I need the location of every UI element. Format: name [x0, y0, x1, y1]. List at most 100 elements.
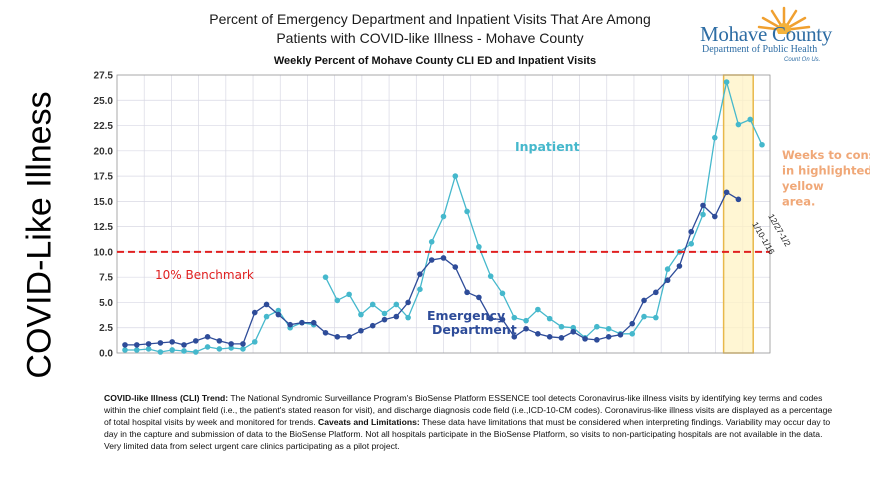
data-point [181, 348, 187, 354]
data-point [358, 311, 364, 318]
data-point [228, 345, 234, 351]
data-point [723, 79, 730, 85]
data-point [641, 313, 647, 320]
data-point [287, 321, 293, 328]
y-tick-label: 22.5 [94, 121, 114, 132]
data-point [145, 341, 152, 347]
data-point [464, 289, 470, 296]
footnote-lead: COVID-like Illness (CLI) Trend: [104, 393, 229, 403]
data-point [641, 297, 647, 304]
data-point [452, 264, 459, 270]
data-point [369, 322, 376, 329]
data-point [499, 316, 506, 323]
data-point [452, 173, 459, 179]
data-point [228, 341, 234, 347]
y-tick-label: 2.5 [99, 323, 113, 334]
title-line-1: Percent of Emergency Department and Inpa… [209, 11, 651, 27]
data-point [169, 339, 175, 345]
data-point [735, 196, 742, 203]
data-point [346, 291, 352, 298]
data-point [570, 328, 577, 335]
data-point [629, 320, 636, 327]
data-point [240, 341, 246, 347]
highlight-note-line: in highlighted [782, 164, 870, 178]
data-point [546, 334, 553, 340]
line-chart: 0.0 2.5 5.0 7.5 10.0 12.5 15.0 17.5 20.0 22.5 25.0… [94, 71, 870, 360]
data-point [169, 347, 175, 353]
data-point [216, 338, 223, 344]
data-point [393, 313, 400, 320]
data-point [204, 344, 211, 350]
data-point [664, 266, 671, 272]
data-point [381, 316, 388, 323]
chart-main-title: Percent of Emergency Department and Inpa… [150, 10, 710, 48]
data-point [440, 255, 447, 261]
highlight-note-line: Weeks to consider [782, 148, 870, 162]
data-point [263, 301, 270, 308]
title-line-2: Patients with COVID-like Illness - Mohav… [276, 30, 584, 46]
data-point [133, 347, 140, 353]
data-point [664, 277, 671, 284]
ed-series-label-line2: Department [432, 322, 517, 337]
data-point [346, 334, 352, 340]
data-point [440, 213, 447, 220]
data-point [712, 134, 718, 141]
data-point [558, 323, 565, 330]
footnote: COVID-like Illness (CLI) Trend: The Nati… [104, 392, 834, 452]
data-point [688, 241, 695, 247]
sun-icon [757, 6, 811, 34]
data-point [759, 141, 765, 148]
data-point [381, 310, 388, 317]
data-point [476, 244, 482, 250]
data-point [487, 315, 494, 322]
benchmark-label: 10% Benchmark [155, 268, 254, 282]
ed-series-label: Emergency [427, 308, 505, 323]
highlight-band [722, 74, 754, 354]
highlight-note-line: yellow [782, 179, 824, 193]
data-point [594, 337, 600, 343]
footnote-body-1: The National Syndromic Surveillance Prog… [104, 393, 833, 428]
data-point [653, 289, 659, 296]
data-point [204, 334, 211, 340]
data-point [546, 315, 553, 322]
data-point [476, 294, 482, 301]
data-point [417, 271, 423, 277]
data-point [594, 323, 600, 330]
data-point [464, 208, 470, 215]
data-point [700, 202, 706, 209]
data-point [629, 330, 636, 337]
data-point [428, 257, 435, 263]
data-point [275, 307, 282, 314]
y-tick-label: 10.0 [94, 247, 114, 258]
data-point [299, 319, 305, 326]
data-point [511, 334, 518, 340]
data-point [405, 299, 411, 306]
logo-tagline: Count On Us. [784, 57, 821, 63]
data-point [369, 301, 376, 308]
data-point [181, 342, 187, 348]
data-point [122, 347, 128, 353]
data-point [723, 189, 730, 196]
county-logo: Mohave County Department of Public Healt… [696, 4, 846, 68]
data-point [358, 327, 364, 334]
y-tick-label: 5.0 [99, 298, 113, 309]
data-point [322, 274, 329, 280]
data-point [535, 330, 541, 337]
footnote-body-2: These data have limitations that must be… [104, 417, 831, 452]
y-tick-label: 15.0 [94, 197, 114, 208]
data-point [605, 334, 612, 340]
data-point [251, 339, 258, 345]
data-point [735, 121, 742, 128]
chart-subtitle: Weekly Percent of Mohave County CLI ED a… [273, 55, 597, 67]
data-point [676, 263, 683, 269]
data-point [700, 211, 706, 218]
y-tick-label: 7.5 [99, 273, 113, 284]
y-tick-label: 0.0 [99, 349, 113, 360]
data-point [582, 336, 588, 342]
data-point [417, 286, 423, 293]
inpatient-series-label: Inpatient [515, 139, 580, 154]
y-tick-label: 25.0 [94, 96, 114, 107]
data-point [334, 334, 341, 340]
data-point [192, 349, 199, 355]
data-point [157, 340, 164, 346]
